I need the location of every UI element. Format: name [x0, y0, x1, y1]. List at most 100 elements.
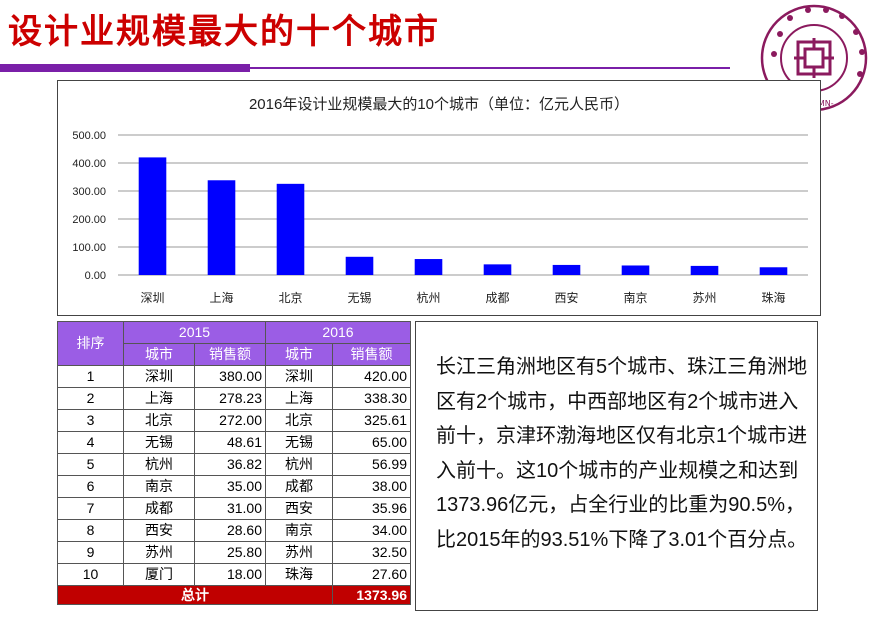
- city-2015-cell: 成都: [123, 497, 195, 520]
- rank-cell: 8: [57, 519, 124, 542]
- rank-cell: 6: [57, 475, 124, 498]
- x-tick-label: 无锡: [347, 290, 371, 305]
- x-tick-label: 深圳: [140, 291, 164, 305]
- sales-2016-cell: 325.61: [332, 409, 411, 432]
- x-tick-label: 北京: [278, 291, 302, 305]
- city-2016-cell: 杭州: [265, 453, 333, 476]
- x-tick-label: 南京: [623, 290, 647, 305]
- rank-header: 排序: [57, 321, 124, 366]
- city-2016-cell: 上海: [265, 387, 333, 410]
- city-2015-cell: 上海: [123, 387, 195, 410]
- title-underline: [250, 67, 730, 69]
- bar-2: [207, 180, 236, 275]
- table-row: 7 成都 31.00 西安 35.96: [57, 497, 411, 520]
- city-2016-cell: 南京: [265, 519, 333, 542]
- city-2016-cell: 苏州: [265, 541, 333, 564]
- x-tick-label: 西安: [554, 290, 578, 305]
- y-tick-label: 500.00: [72, 130, 106, 142]
- total-label: 总计: [57, 585, 333, 605]
- city-2015-cell: 杭州: [123, 453, 195, 476]
- sales-2016-cell: 34.00: [332, 519, 411, 542]
- table-row: 6 南京 35.00 成都 38.00: [57, 475, 411, 498]
- sales-2015-cell: 380.00: [194, 365, 266, 388]
- sales-2016-cell: 56.99: [332, 453, 411, 476]
- city-2015-cell: 南京: [123, 475, 195, 498]
- sales-2016-cell: 35.96: [332, 497, 411, 520]
- bar-4: [345, 256, 374, 275]
- sales-2015-cell: 18.00: [194, 563, 266, 586]
- y-tick-label: 200.00: [72, 214, 106, 226]
- city-2015-cell: 苏州: [123, 541, 195, 564]
- bar-7: [552, 264, 581, 275]
- bar-6: [483, 264, 512, 275]
- city-2016-header: 城市: [265, 343, 333, 366]
- bar-5: [414, 259, 443, 275]
- table-row: 10 厦门 18.00 珠海 27.60: [57, 563, 411, 586]
- x-tick-label: 上海: [209, 290, 233, 305]
- chart-canvas: 2016年设计业规模最大的10个城市（单位：亿元人民币） 0.00 100.00 2…: [72, 96, 808, 305]
- city-2016-cell: 北京: [265, 409, 333, 432]
- sales-2015-cell: 272.00: [194, 409, 266, 432]
- sales-2015-cell: 25.80: [194, 541, 266, 564]
- sales-2016-cell: 32.50: [332, 541, 411, 564]
- year-2016-header: 2016: [265, 321, 411, 344]
- city-2016-cell: 成都: [265, 475, 333, 498]
- sales-2015-cell: 35.00: [194, 475, 266, 498]
- table-row: 2 上海 278.23 上海 338.30: [57, 387, 411, 410]
- city-2015-header: 城市: [123, 343, 195, 366]
- city-2016-cell: 深圳: [265, 365, 333, 388]
- x-tick-label: 珠海: [761, 290, 785, 305]
- summary-box: 长江三角洲地区有5个城市、珠江三角洲地区有2个城市，中西部地区有2个城市进入前十…: [415, 321, 818, 611]
- sales-2016-header: 销售额: [332, 343, 411, 366]
- sales-table: 排序 2015 2016 城市 销售额 城市 销售额 1 深圳 380.00 深圳 42…: [57, 321, 411, 605]
- x-tick-label: 苏州: [692, 291, 716, 305]
- bar-9: [690, 265, 719, 275]
- city-2015-cell: 厦门: [123, 563, 195, 586]
- rank-cell: 7: [57, 497, 124, 520]
- table-row: 1 深圳 380.00 深圳 420.00: [57, 365, 411, 388]
- sales-2016-cell: 38.00: [332, 475, 411, 498]
- sales-2015-cell: 36.82: [194, 453, 266, 476]
- sales-2015-header: 销售额: [194, 343, 266, 366]
- year-2015-header: 2015: [123, 321, 266, 344]
- bar-10: [759, 267, 788, 275]
- title-accent-bar: [0, 64, 250, 72]
- x-tick-label: 成都: [485, 291, 509, 305]
- city-2015-cell: 深圳: [123, 365, 195, 388]
- bar-chart: 2016年设计业规模最大的10个城市（单位：亿元人民币） 0.00 100.00 2…: [57, 80, 821, 316]
- y-tick-label: 0.00: [85, 270, 106, 282]
- chart-title: 2016年设计业规模最大的10个城市（单位：亿元人民币）: [249, 96, 629, 113]
- rank-cell: 2: [57, 387, 124, 410]
- rank-cell: 4: [57, 431, 124, 454]
- y-tick-label: 300.00: [72, 186, 106, 198]
- total-row: 总计 1373.96: [57, 585, 411, 605]
- bar-8: [621, 265, 650, 275]
- bar-1: [138, 157, 167, 275]
- rank-cell: 10: [57, 563, 124, 586]
- table-row: 5 杭州 36.82 杭州 56.99: [57, 453, 411, 476]
- sales-2016-cell: 65.00: [332, 431, 411, 454]
- y-tick-label: 400.00: [72, 158, 106, 170]
- sales-2015-cell: 31.00: [194, 497, 266, 520]
- slide-title: 设计业规模最大的十个城市: [8, 12, 440, 52]
- summary-text: 长江三角洲地区有5个城市、珠江三角洲地区有2个城市，中西部地区有2个城市进入前十…: [436, 356, 808, 551]
- sales-2016-cell: 338.30: [332, 387, 411, 410]
- city-2016-cell: 无锡: [265, 431, 333, 454]
- sales-2016-cell: 27.60: [332, 563, 411, 586]
- sales-2015-cell: 28.60: [194, 519, 266, 542]
- sales-2015-cell: 278.23: [194, 387, 266, 410]
- city-2015-cell: 无锡: [123, 431, 195, 454]
- sales-2016-cell: 420.00: [332, 365, 411, 388]
- city-2015-cell: 西安: [123, 519, 195, 542]
- table-row: 8 西安 28.60 南京 34.00: [57, 519, 411, 542]
- table-row: 3 北京 272.00 北京 325.61: [57, 409, 411, 432]
- sales-2015-cell: 48.61: [194, 431, 266, 454]
- rank-cell: 5: [57, 453, 124, 476]
- table-row: 4 无锡 48.61 无锡 65.00: [57, 431, 411, 454]
- rank-cell: 1: [57, 365, 124, 388]
- bar-3: [276, 183, 305, 275]
- city-2016-cell: 珠海: [265, 563, 333, 586]
- city-2015-cell: 北京: [123, 409, 195, 432]
- total-value: 1373.96: [332, 585, 411, 605]
- x-tick-label: 杭州: [416, 290, 440, 305]
